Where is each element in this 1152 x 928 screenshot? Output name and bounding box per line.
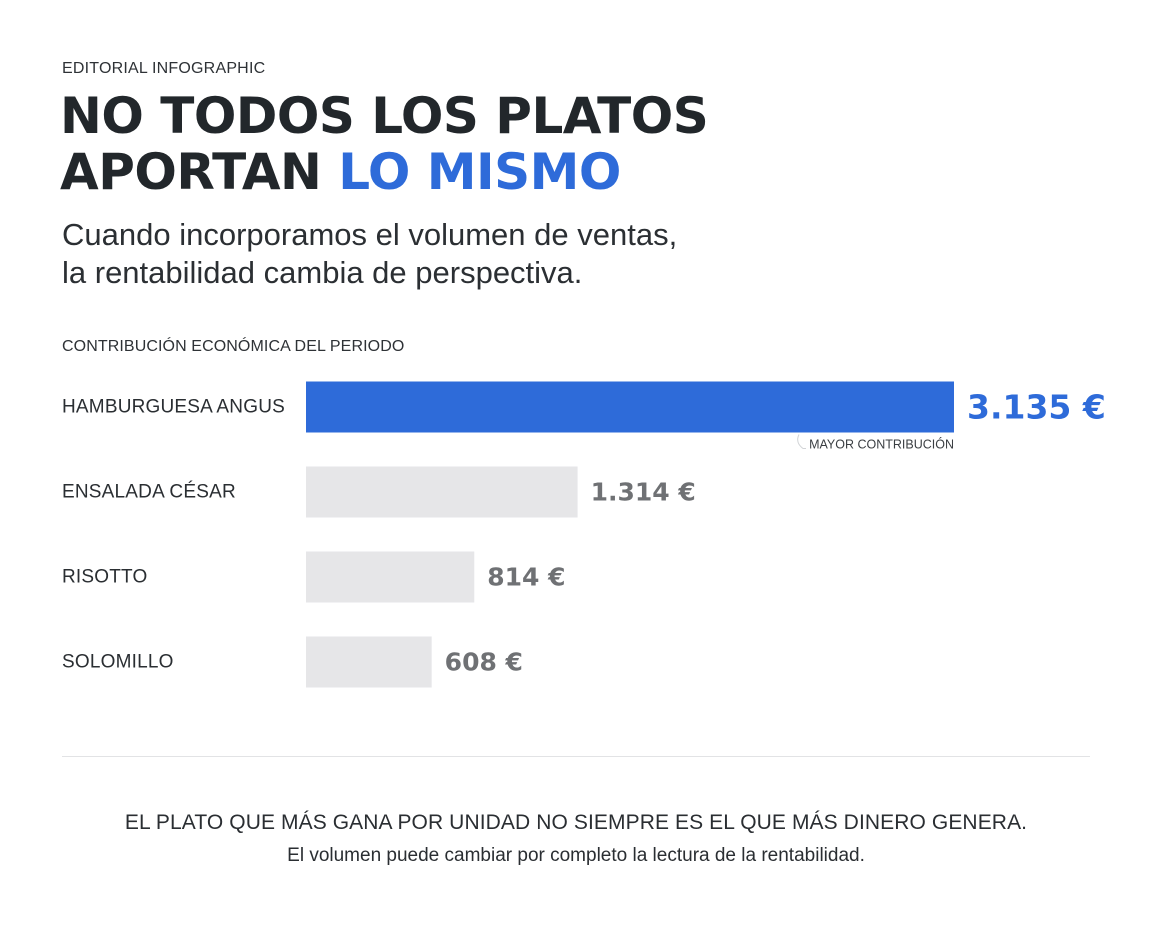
footer-divider xyxy=(62,756,1090,757)
subtitle-line-1: Cuando incorporamos el volumen de ventas… xyxy=(62,217,678,252)
headline-line-2-dark: APORTAN xyxy=(60,143,339,201)
bar-ensalada-cesar xyxy=(306,466,578,518)
bar-solomillo xyxy=(306,636,432,688)
value-label-ensalada-cesar: 1.314 € xyxy=(591,478,696,507)
subtitle: Cuando incorporamos el volumen de ventas… xyxy=(62,216,677,292)
bar-risotto xyxy=(306,551,475,603)
headline-line-1: NO TODOS LOS PLATOS xyxy=(60,87,709,145)
category-label-ensalada-cesar: ENSALADA CÉSAR xyxy=(62,482,236,503)
annotation-label: MAYOR CONTRIBUCIÓN xyxy=(809,437,954,452)
footer-headline: EL PLATO QUE MÁS GANA POR UNIDAD NO SIEM… xyxy=(124,811,1028,834)
headline-line-2-accent: LO MISMO xyxy=(338,143,621,201)
footer-subtext: El volumen puede cambiar por completo la… xyxy=(287,845,865,866)
eyebrow-label: EDITORIAL INFOGRAPHIC xyxy=(62,60,266,77)
bar-chart: HAMBURGUESA ANGUS 3.135 € MAYOR CONTRIBUCI… xyxy=(62,381,1106,688)
annotation-leader-line xyxy=(797,434,806,449)
value-label-solomillo: 608 € xyxy=(445,648,523,677)
value-label-hamburguesa-angus: 3.135 € xyxy=(967,388,1106,427)
value-label-risotto: 814 € xyxy=(487,563,565,592)
category-label-hamburguesa-angus: HAMBURGUESA ANGUS xyxy=(62,397,285,418)
bar-hamburguesa-angus xyxy=(306,381,954,433)
category-label-risotto: RISOTTO xyxy=(62,567,148,588)
category-label-solomillo: SOLOMILLO xyxy=(62,652,174,673)
headline: NO TODOS LOS PLATOS APORTAN LO MISMO xyxy=(60,87,709,201)
chart-title: CONTRIBUCIÓN ECONÓMICA DEL PERIODO xyxy=(62,338,405,355)
subtitle-line-2: la rentabilidad cambia de perspectiva. xyxy=(62,255,583,290)
